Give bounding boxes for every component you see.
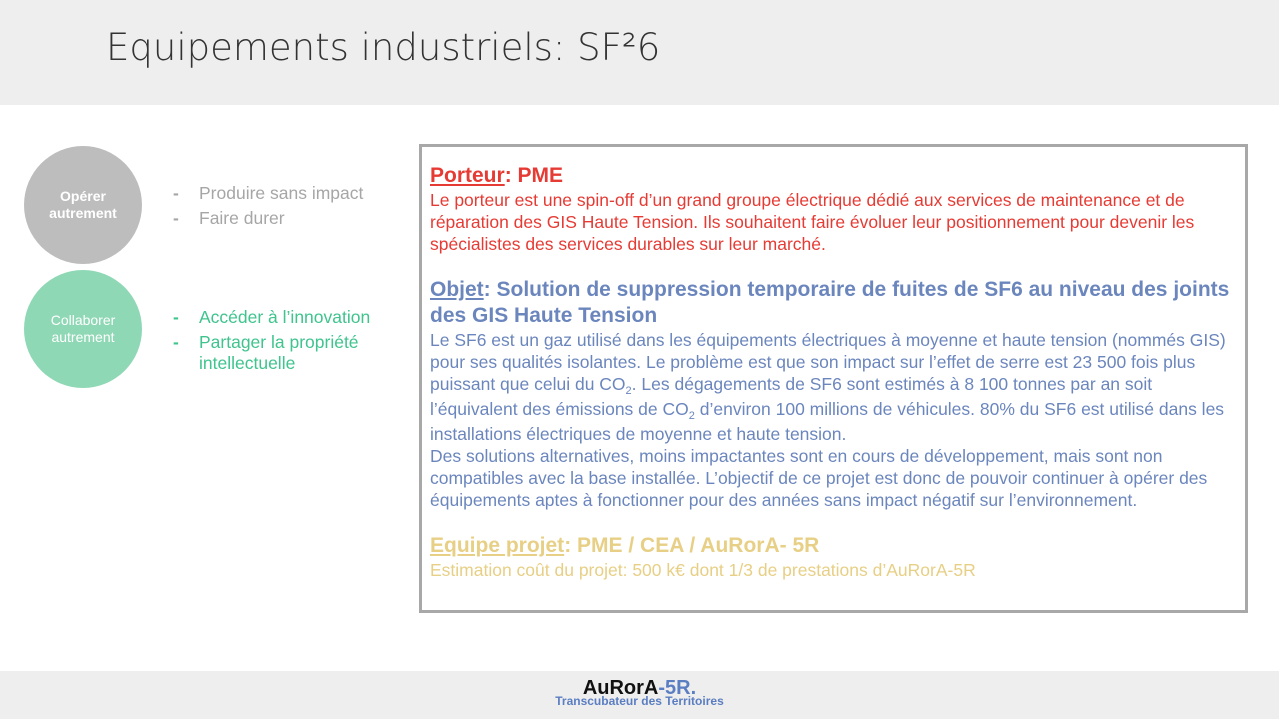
bullet-dash: - xyxy=(173,332,179,352)
section-porteur: Porteur: PME Le porteur est une spin-off… xyxy=(430,163,1238,255)
circle-label-line1: Collaborer xyxy=(50,312,116,328)
objet-label: Objet xyxy=(430,278,484,301)
footer-bar xyxy=(0,671,1279,719)
subscript-2: 2 xyxy=(688,410,695,422)
equipe-value: : PME / CEA / AuRorA- 5R xyxy=(564,534,820,557)
circle-label-line2: autrement xyxy=(51,329,115,345)
circle-label-line2: autrement xyxy=(49,205,117,221)
equipe-label: Equipe projet xyxy=(430,534,565,557)
list-item-text: Partager la propriété intellectuelle xyxy=(199,332,359,373)
objet-text-part1: Le SF6 est un gaz utilisé dans les équip… xyxy=(430,330,1226,394)
section-equipe: Equipe projet: PME / CEA / AuRorA- 5R Es… xyxy=(430,533,1238,581)
bullet-dash: - xyxy=(173,307,179,327)
logo-tagline: Transcubateur des Territoires xyxy=(555,694,724,708)
porteur-value: : PME xyxy=(504,164,564,187)
circle-collaborer-autrement: Collaborer autrement xyxy=(24,270,142,388)
list-item-text: Produire sans impact xyxy=(199,183,364,203)
header-bar xyxy=(0,0,1279,105)
porteur-text: Le porteur est une spin-off d’un grand g… xyxy=(430,190,1195,254)
list-item: - Faire durer xyxy=(173,208,363,229)
project-description-box: Porteur: PME Le porteur est une spin-off… xyxy=(419,144,1248,613)
objet-text-2: Des solutions alternatives, moins impact… xyxy=(430,446,1208,510)
aurora-logo: AuRorA-5R. xyxy=(0,677,1279,699)
logo-text-1: AuRorA xyxy=(582,677,659,699)
objet-text-part2: . Les dégagements de SF6 sont estimés à … xyxy=(430,374,1153,419)
subscript-2: 2 xyxy=(625,385,632,397)
bullet-dash: - xyxy=(173,208,179,228)
logo-text-2: -5R. xyxy=(658,677,697,699)
circle-operer-autrement: Opérer autrement xyxy=(24,146,142,264)
circle-label-line1: Opérer xyxy=(60,188,106,204)
list-item-text: Accéder à l’innovation xyxy=(199,307,371,327)
page-title: Equipements industriels: SF²6 xyxy=(106,26,661,69)
objet-value: : Solution de suppression temporaire de … xyxy=(430,278,1230,327)
objet-text: Le SF6 est un gaz utilisé dans les équip… xyxy=(430,329,1238,445)
porteur-label: Porteur xyxy=(430,164,505,187)
bullet-dash: - xyxy=(173,183,179,203)
bullet-list-collaborer: - Accéder à l’innovation - Partager la pro… xyxy=(173,307,393,378)
equipe-text: Estimation coût du projet: 500 k€ dont 1… xyxy=(430,560,976,580)
section-objet: Objet: Solution de suppression temporair… xyxy=(430,277,1238,511)
list-item: - Produire sans impact xyxy=(173,183,363,204)
list-item: - Accéder à l’innovation xyxy=(173,307,393,328)
list-item: - Partager la propriété intellectuelle xyxy=(173,332,393,374)
bullet-list-operer: - Produire sans impact - Faire durer xyxy=(173,183,363,233)
list-item-text: Faire durer xyxy=(199,208,285,228)
objet-text-part3: d’environ 100 millions de véhicules. 80%… xyxy=(430,399,1225,444)
